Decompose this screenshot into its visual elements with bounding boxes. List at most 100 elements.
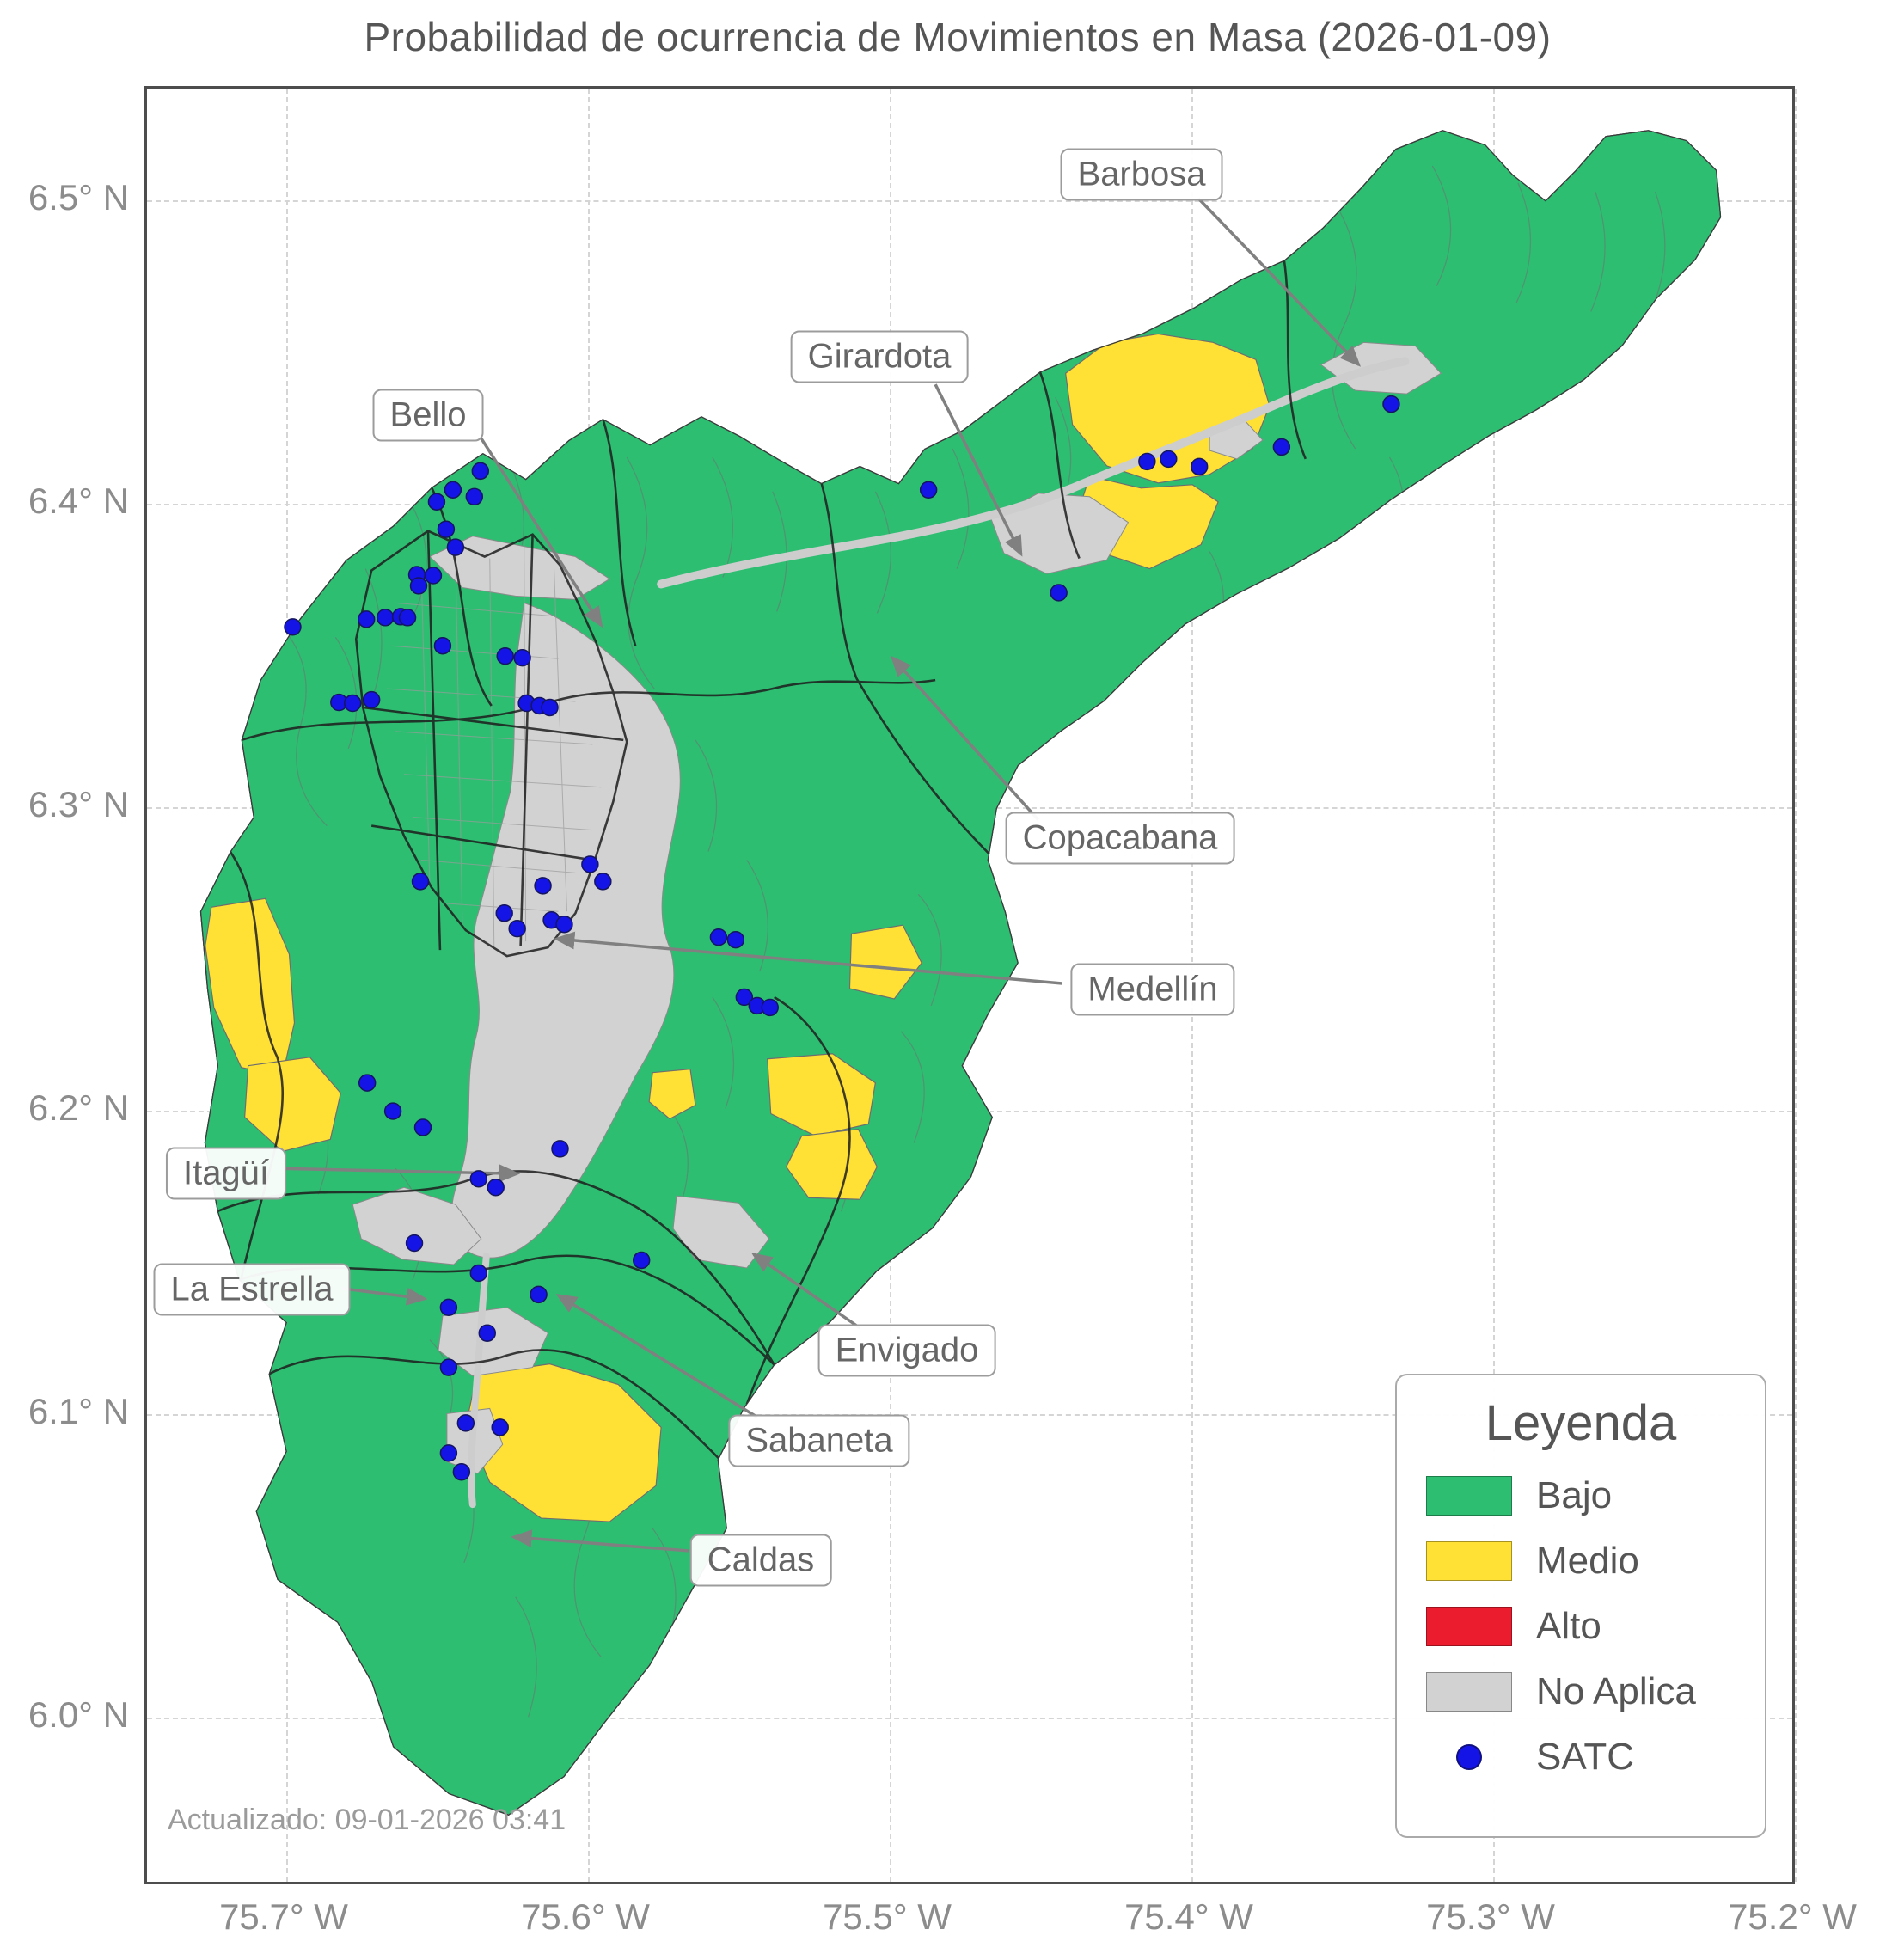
satc-point [465,487,484,505]
satc-point [433,637,452,655]
satc-point [551,1140,569,1158]
satc-point [446,538,465,556]
zone-no-aplica [672,1195,770,1269]
satc-point [398,609,417,627]
y-tick-label: 6.3° N [28,784,129,824]
y-tick-label: 6.1° N [28,1391,129,1431]
satc-point [495,904,513,922]
arrow-bello [480,438,603,628]
y-tick-label: 6.4° N [28,481,129,521]
updated-text: Actualizado: 09-01-2026 03:41 [168,1804,566,1836]
legend-swatch-no-aplica [1426,1672,1512,1712]
legend-label-medio: Medio [1536,1540,1639,1582]
satc-point [383,1102,402,1120]
satc-point [471,462,490,481]
legend-label-bajo: Bajo [1536,1474,1613,1516]
map-canvas [199,130,1722,1816]
gridline-horizontal [147,200,1792,202]
gridline-vertical [1795,89,1797,1882]
satc-point [1272,438,1291,456]
legend-item-no-aplica: No Aplica [1426,1670,1736,1713]
y-tick-label: 6.2° N [28,1087,129,1128]
arrow-medellin [554,931,1062,985]
annotation-bello: Bello [372,389,484,442]
satc-point [427,493,446,511]
gridline-horizontal [147,1414,1792,1416]
satc-point [726,930,745,949]
gridline-vertical [1493,89,1495,1882]
x-tick-label: 75.4° W [1124,1896,1253,1937]
annotation-itagui: Itagüí [165,1147,287,1200]
satc-point [405,1234,424,1253]
satc-point [1382,395,1400,413]
satc-point [496,646,514,665]
satc-point [1050,584,1068,602]
legend-label-no-aplica: No Aplica [1536,1670,1696,1712]
satc-point [469,1170,488,1188]
annotation-la-estrella: La Estrella [153,1263,351,1316]
satc-point [362,690,381,709]
x-tick-label: 75.5° W [823,1896,952,1937]
satc-point [444,481,462,499]
satc-point [439,1444,458,1462]
figure-title: Probabilidad de ocurrencia de Movimiento… [364,15,1552,59]
satc-point [508,919,526,938]
satc-point [487,1179,505,1197]
legend-item-alto: Alto [1426,1605,1736,1648]
arrow-copacabana [890,655,1040,821]
satc-point [439,1298,458,1317]
satc-point [709,928,728,946]
satc-point [284,618,302,636]
river-corridor [468,357,1410,1509]
legend-label-satc: SATC [1536,1736,1635,1778]
annotation-girardota: Girardota [790,330,969,383]
legend: Leyenda Bajo Medio Alto No Aplica [1395,1374,1766,1838]
y-tick-label: 6.0° N [28,1694,129,1735]
legend-swatch-medio [1426,1541,1512,1581]
legend-item-medio: Medio [1426,1540,1736,1583]
satc-point [581,855,599,873]
satc-point [513,648,531,667]
legend-swatch-satc-wrap [1426,1744,1512,1770]
satc-point [919,481,938,499]
annotation-envigado: Envigado [817,1324,996,1377]
satc-point [344,694,362,713]
satc-point [541,698,559,717]
satc-point [424,567,443,585]
annotation-copacabana: Copacabana [1005,812,1235,865]
satc-point [413,1118,432,1136]
satc-point [761,998,779,1017]
satc-point [530,1285,548,1304]
satc-point [409,577,428,595]
plot-area: Barbosa Girardota Bello Copacabana Medel… [144,86,1797,1884]
satc-layer [284,395,1400,1481]
satc-point [735,988,754,1007]
satc-point [555,916,573,934]
x-tick-label: 75.6° W [521,1896,650,1937]
legend-label-alto: Alto [1536,1605,1601,1647]
arrow-envigado [750,1253,861,1330]
risk-zone-medio [244,1057,341,1153]
satc-point [456,1414,475,1432]
arrow-barbosa [1197,197,1362,367]
satc-dot-icon [1456,1744,1482,1770]
arrow-la-estrella [342,1287,428,1306]
satc-point [1160,450,1178,469]
satc-point [469,1264,488,1283]
legend-swatch-alto [1426,1607,1512,1646]
annotation-arrows [284,197,1362,1553]
annotation-sabaneta: Sabaneta [728,1414,910,1467]
y-tick-label: 6.5° N [28,177,129,217]
satc-point [357,610,376,628]
legend-swatch-bajo [1426,1476,1512,1516]
satc-point [452,1463,471,1481]
satc-point [632,1251,651,1270]
legend-title: Leyenda [1485,1395,1677,1451]
zone-no-aplica [438,1307,549,1377]
satc-point [439,1358,458,1376]
risk-zone-medio [648,1069,696,1120]
x-tick-label: 75.3° W [1426,1896,1555,1937]
satc-point [1138,452,1156,471]
arrow-sabaneta [555,1294,758,1418]
